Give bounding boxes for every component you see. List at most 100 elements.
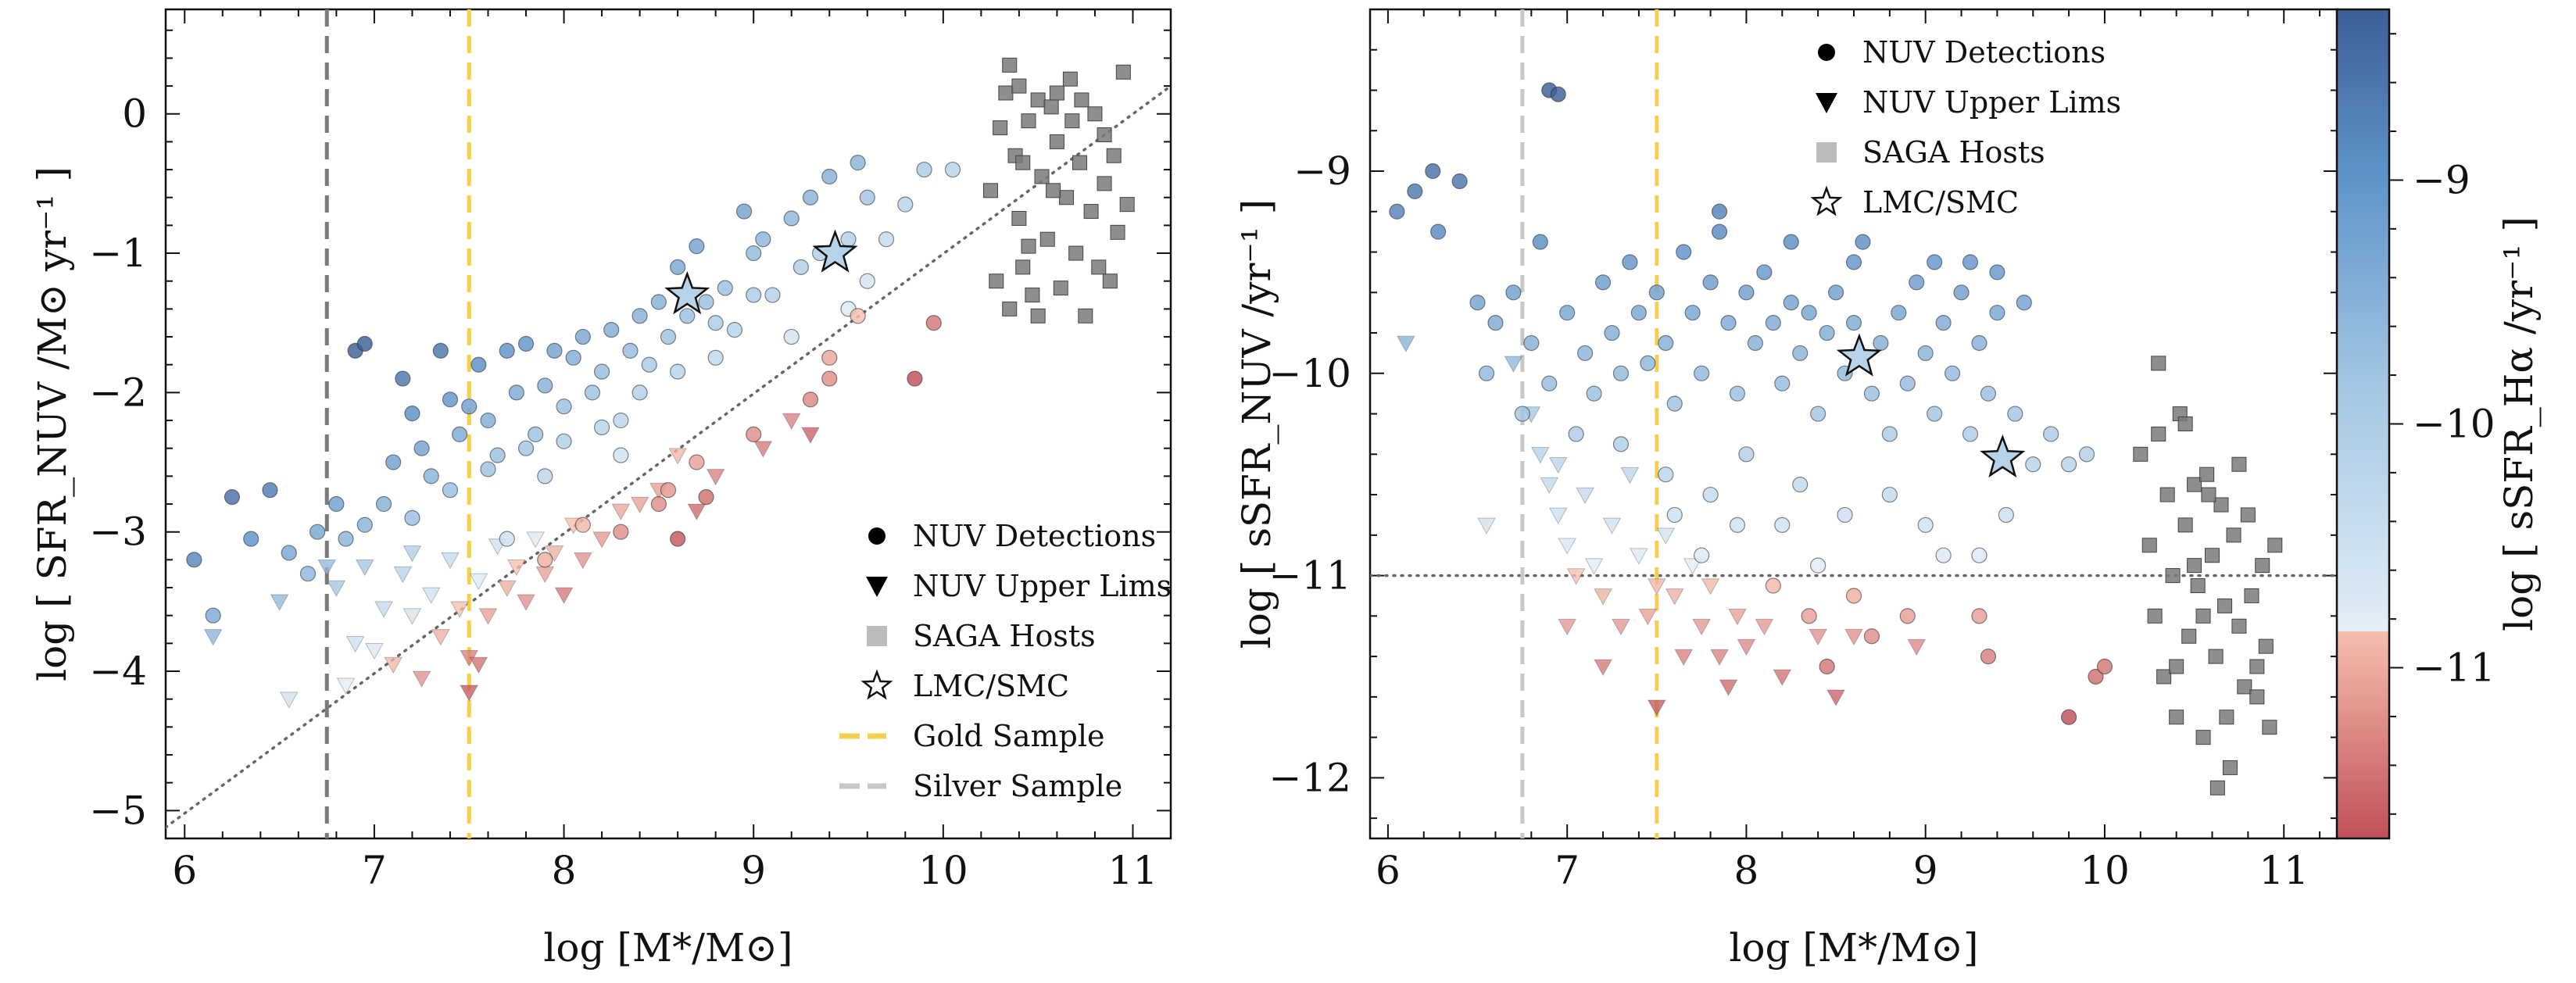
right-point-square (2217, 598, 2233, 613)
left-point-square (1011, 78, 1027, 94)
left-point-circle (821, 168, 838, 185)
right-point-circle (1658, 334, 1674, 352)
right-point-circle (1765, 577, 1781, 594)
left-point-circle (309, 524, 326, 540)
right-point-triangle-down (1548, 456, 1568, 474)
left-point-circle (850, 155, 866, 171)
left-point-triangle-down (630, 496, 649, 514)
left-point-square (1002, 57, 1018, 73)
left-point-square (1039, 231, 1055, 247)
left-point-triangle-down (469, 573, 488, 591)
right-point-circle (1430, 223, 1447, 240)
right-point-circle (2061, 709, 2077, 725)
right-point-triangle-down (1540, 477, 1559, 495)
left-point-square (1068, 245, 1084, 261)
left-point-triangle-down (431, 629, 450, 646)
right-point-square (2219, 710, 2234, 725)
right-point-circle (1694, 365, 1710, 381)
right-point-square (2213, 497, 2229, 513)
right-point-circle (1765, 315, 1781, 331)
left-point-square (993, 120, 1008, 136)
right-point-circle (1845, 588, 1862, 604)
right-point-triangle-down (1907, 638, 1927, 656)
left-legend-star-marker (860, 669, 893, 700)
right-point-circle (1451, 173, 1468, 190)
left-point-circle (746, 287, 762, 303)
right-point-circle (1559, 305, 1576, 321)
right-point-triangle-down (1504, 356, 1523, 373)
right-y-tick-label: −11 (1268, 553, 1351, 599)
left-point-circle (480, 461, 496, 477)
left-y-tick-label: −1 (89, 231, 147, 276)
left-point-square (989, 273, 1004, 289)
right-point-circle (1586, 385, 1602, 402)
left-point-circle (907, 370, 923, 387)
left-point-circle (603, 322, 620, 338)
left-x-axis-label: log [M*/M⊙] (543, 925, 792, 970)
right-legend: NUV Detections NUV Upper Lims SAGA Hosts LM… (1810, 35, 2121, 220)
left-point-circle (802, 189, 819, 206)
right-point-triangle-down (1755, 618, 1774, 636)
right-point-square (2169, 710, 2184, 725)
left-point-circle (508, 384, 524, 401)
right-point-circle (2096, 658, 2113, 675)
right-point-square (2222, 760, 2238, 775)
right-point-circle (1881, 486, 1898, 503)
right-point-square (2244, 588, 2259, 603)
right-point-square (2141, 538, 2157, 553)
left-point-square (1115, 64, 1131, 80)
right-point-triangle-down (1638, 609, 1658, 626)
left-point-circle (850, 308, 866, 324)
left-point-triangle-down (203, 629, 223, 646)
right-point-circle (1971, 547, 1987, 563)
right-point-square (2267, 538, 2283, 553)
right-point-circle (1998, 506, 2014, 524)
left-point-circle (423, 468, 439, 484)
right-point-circle (1927, 406, 1943, 422)
left-point-square (1064, 113, 1080, 129)
left-point-triangle-down (497, 580, 517, 598)
left-point-circle (537, 552, 553, 568)
right-point-triangle-down (1594, 588, 1612, 606)
right-point-circle (1774, 517, 1791, 533)
left-axes-frame (164, 8, 1172, 840)
left-point-square (1030, 92, 1046, 108)
right-point-square (2209, 780, 2225, 795)
left-point-square (982, 183, 998, 198)
right-point-circle (1469, 295, 1486, 311)
left-point-triangle-down (706, 469, 725, 486)
right-point-triangle-down (1630, 548, 1648, 565)
right-point-square (2165, 568, 2181, 584)
right-point-triangle-down (1576, 487, 1594, 505)
left-point-triangle-down (279, 692, 299, 709)
right-point-triangle-down (1558, 538, 1577, 555)
left-point-square (1097, 176, 1112, 191)
left-point-circle (755, 231, 771, 248)
left-point-circle (517, 440, 535, 456)
right-x-tick-label: 10 (2080, 848, 2130, 893)
right-point-square (2258, 638, 2274, 654)
right-point-square (2226, 527, 2241, 543)
left-point-triangle-down (782, 413, 801, 431)
left-point-triangle-down (753, 441, 773, 458)
left-point-circle (840, 231, 857, 248)
right-point-circle (1711, 223, 1728, 240)
left-point-circle (925, 315, 942, 331)
right-point-circle (1917, 517, 1934, 533)
right-y-tick-label: −10 (1268, 351, 1351, 396)
left-point-circle (897, 196, 914, 213)
right-point-triangle-down (1558, 618, 1577, 636)
right-point-circle (1855, 234, 1871, 250)
right-point-square (2195, 608, 2211, 624)
right-point-triangle-down (1692, 618, 1711, 636)
left-point-triangle-down (450, 601, 469, 618)
right-point-triangle-down (1728, 609, 1747, 626)
left-point-circle (821, 370, 838, 387)
left-point-circle (717, 280, 733, 296)
left-point-square (1091, 259, 1107, 275)
right-point-circle (1810, 557, 1826, 574)
right-point-square (2199, 466, 2215, 482)
right-point-star (1836, 333, 1882, 377)
left-point-circle (480, 412, 496, 429)
right-x-axis-label: log [M*/M⊙] (1729, 925, 1978, 970)
